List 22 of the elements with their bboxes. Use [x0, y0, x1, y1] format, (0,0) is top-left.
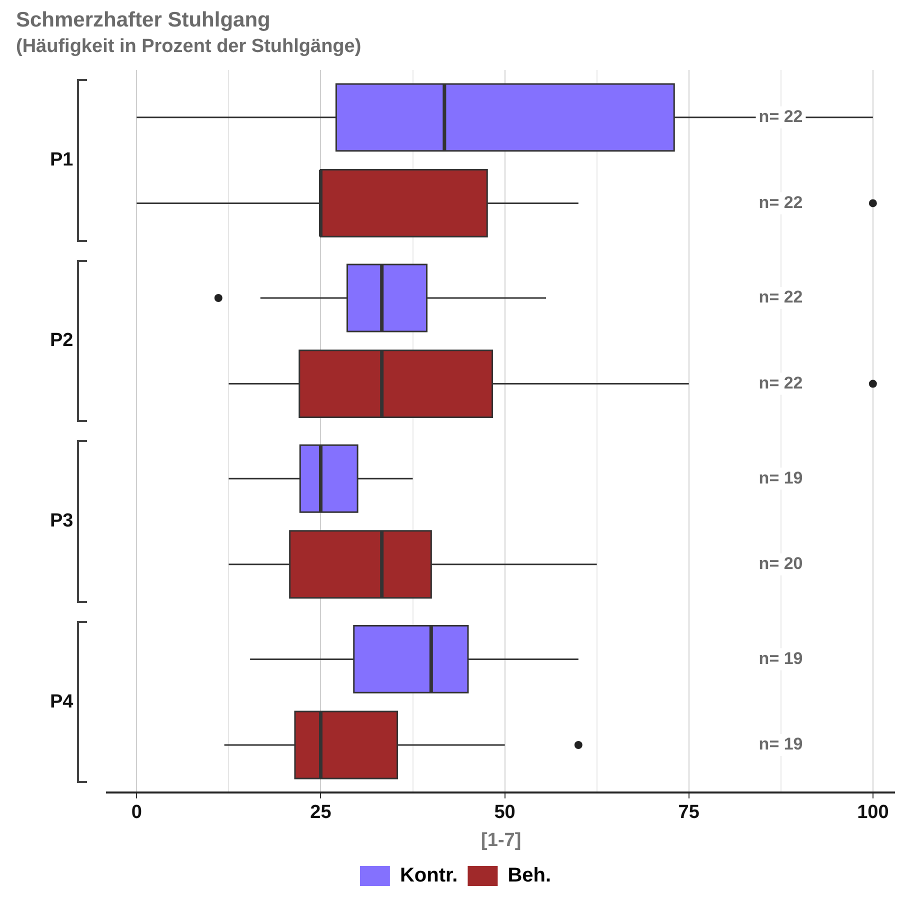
legend-label: Kontr.: [400, 864, 458, 887]
x-tick-label: 25: [310, 802, 332, 824]
x-tick-label: 75: [678, 802, 700, 824]
legend-label: Beh.: [508, 864, 552, 887]
annotation: n= 19: [758, 648, 803, 668]
x-tick-label: 50: [494, 802, 516, 824]
chart-subtitle: (Häufigkeit in Prozent der Stuhlgänge): [16, 36, 362, 57]
annotation: n= 22: [758, 192, 803, 212]
y-tick-label: P3: [50, 510, 74, 532]
chart-title: Schmerzhafter Stuhlgang: [16, 8, 270, 32]
annotation: n= 22: [758, 288, 803, 307]
annotation: n= 19: [758, 468, 803, 488]
annotation: n= 19: [758, 734, 803, 754]
annotation: n= 22: [758, 107, 803, 126]
x-tick-label: 100: [857, 802, 889, 824]
annotation: n= 20: [758, 554, 803, 574]
y-tick-label: P2: [50, 330, 74, 352]
y-tick-label: P1: [50, 150, 74, 171]
y-tick-label: P4: [50, 691, 74, 712]
x-axis-title: [1-7]: [481, 830, 522, 851]
annotation: n= 22: [758, 373, 803, 392]
x-tick-label: 0: [131, 802, 142, 824]
